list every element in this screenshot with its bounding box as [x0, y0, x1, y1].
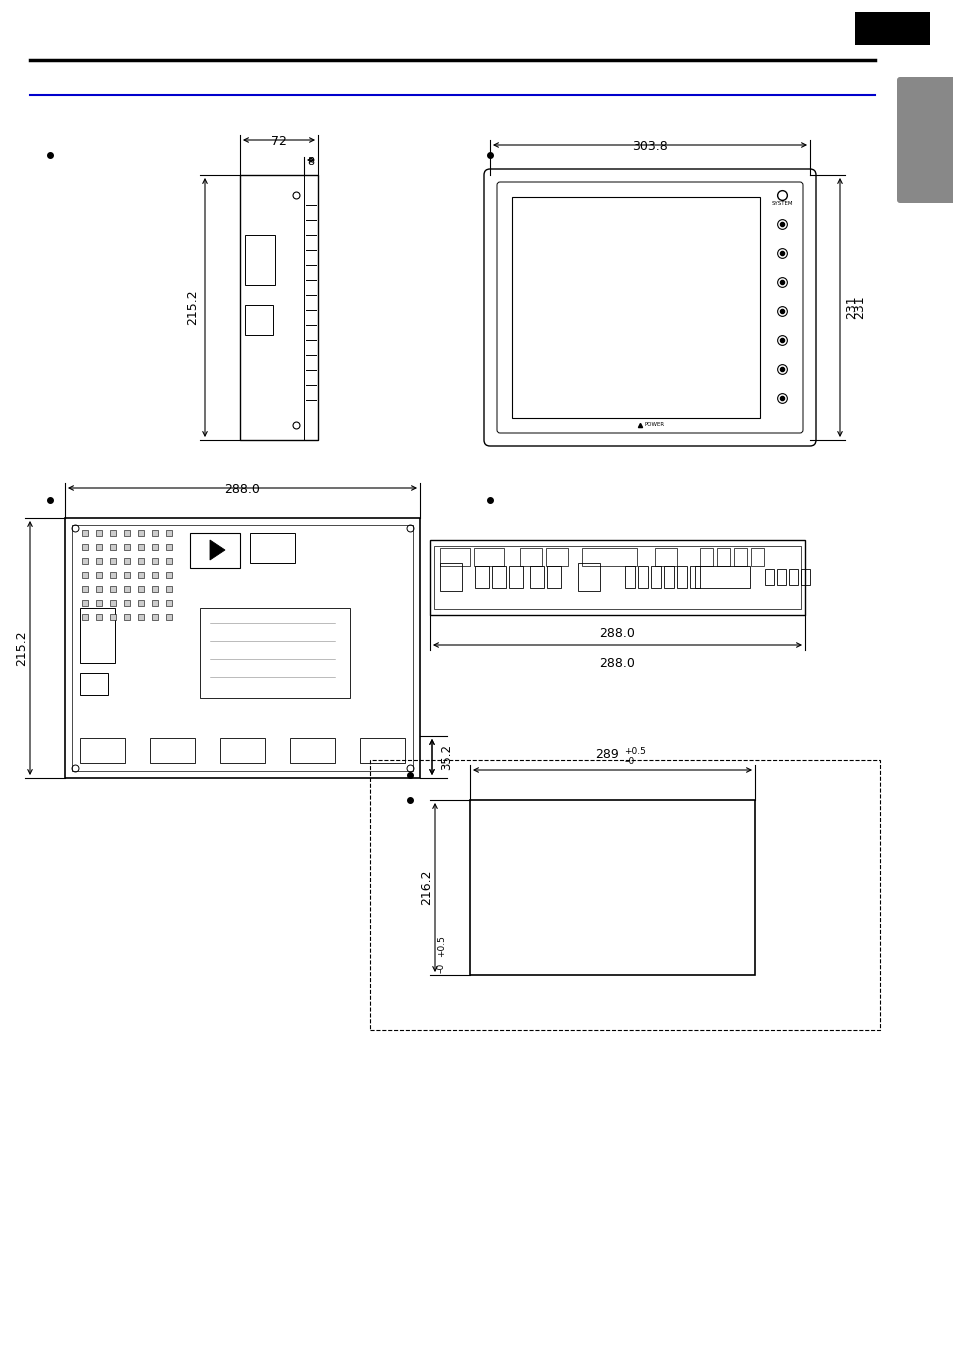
Text: –0: –0 — [624, 758, 634, 766]
Bar — [65, 518, 419, 778]
Bar — [764, 569, 773, 585]
Bar — [655, 549, 677, 566]
Bar — [439, 549, 470, 566]
Bar — [788, 569, 797, 585]
FancyBboxPatch shape — [896, 77, 953, 204]
Bar — [750, 549, 763, 566]
Text: –0: –0 — [436, 962, 446, 973]
Text: 72: 72 — [271, 135, 287, 148]
Bar — [512, 197, 760, 418]
Bar — [245, 235, 274, 284]
Text: 288.0: 288.0 — [598, 627, 635, 640]
Bar — [700, 549, 712, 566]
Bar — [150, 737, 194, 763]
Bar — [578, 563, 599, 590]
Bar — [245, 305, 273, 336]
Bar — [359, 737, 405, 763]
Text: 216.2: 216.2 — [420, 869, 433, 906]
Bar — [439, 563, 461, 590]
Bar — [677, 566, 686, 588]
Text: 35.2: 35.2 — [439, 744, 453, 770]
Bar — [434, 546, 801, 609]
Bar — [304, 175, 317, 439]
Text: 231: 231 — [844, 295, 857, 319]
Text: 303.8: 303.8 — [632, 140, 667, 154]
Bar — [492, 566, 505, 588]
Bar — [200, 608, 350, 698]
Bar — [624, 566, 635, 588]
Bar — [581, 549, 637, 566]
Bar — [638, 566, 647, 588]
Bar — [530, 566, 543, 588]
Bar — [854, 12, 929, 44]
Bar — [190, 532, 240, 568]
Text: 289: 289 — [595, 748, 618, 762]
Bar — [509, 566, 522, 588]
Bar — [474, 549, 503, 566]
Text: +0.5: +0.5 — [624, 747, 646, 756]
Bar — [519, 549, 541, 566]
Text: +0.5: +0.5 — [436, 936, 446, 957]
Bar — [80, 673, 108, 696]
Text: SYSTEM: SYSTEM — [770, 201, 792, 206]
Text: POWER: POWER — [644, 422, 664, 427]
Text: 215.2: 215.2 — [186, 290, 199, 325]
Bar — [689, 566, 700, 588]
Bar — [776, 569, 785, 585]
Bar — [545, 549, 567, 566]
Bar — [695, 566, 749, 588]
Text: 215.2: 215.2 — [15, 630, 29, 666]
Polygon shape — [210, 541, 225, 559]
Bar — [80, 608, 115, 663]
Bar — [650, 566, 660, 588]
Bar — [733, 549, 746, 566]
Bar — [250, 532, 294, 563]
Bar — [290, 737, 335, 763]
Bar — [470, 799, 754, 975]
Bar — [546, 566, 560, 588]
Bar — [71, 524, 413, 771]
Text: 8: 8 — [307, 156, 314, 167]
FancyBboxPatch shape — [497, 182, 802, 433]
Bar — [475, 566, 489, 588]
Bar — [801, 569, 809, 585]
Bar — [717, 549, 729, 566]
Bar — [220, 737, 265, 763]
Bar — [430, 541, 804, 615]
Bar — [80, 737, 125, 763]
Bar — [370, 760, 879, 1030]
Text: 231: 231 — [853, 295, 865, 319]
Text: 288.0: 288.0 — [224, 483, 260, 496]
Text: 288.0: 288.0 — [598, 656, 635, 670]
FancyBboxPatch shape — [483, 168, 815, 446]
Bar — [240, 175, 317, 439]
Bar — [663, 566, 673, 588]
